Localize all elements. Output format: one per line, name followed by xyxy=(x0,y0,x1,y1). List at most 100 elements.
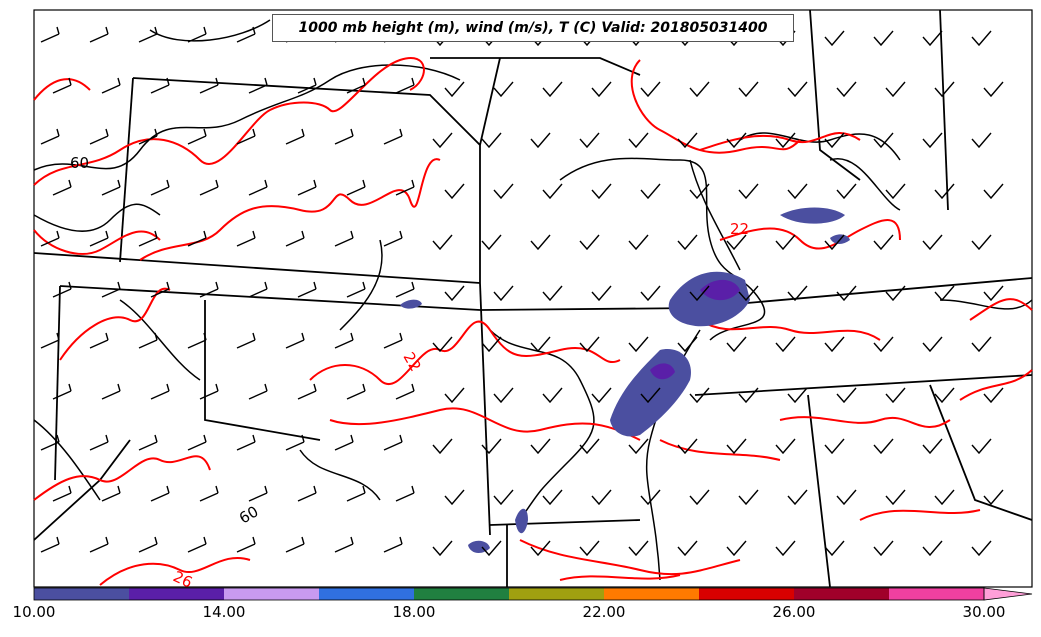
colorbar-tick-label: 22.00 xyxy=(582,603,626,621)
colorbar xyxy=(33,587,1033,601)
wind-barb xyxy=(885,387,906,404)
wind-barb xyxy=(836,81,857,98)
colorbar-segment xyxy=(34,588,130,600)
wind-barb xyxy=(40,128,60,145)
wind-barb xyxy=(824,438,845,455)
wind-barb xyxy=(89,26,109,43)
wind-barb xyxy=(873,234,894,251)
wind-barb xyxy=(248,179,268,196)
wind-barb xyxy=(493,387,514,404)
wind-barb xyxy=(787,81,808,98)
wind-barb xyxy=(383,230,403,247)
wind-barb xyxy=(334,536,354,553)
wind-barb xyxy=(530,132,551,149)
wind-barb xyxy=(689,285,710,302)
wind-barb xyxy=(432,540,453,557)
wind-barb xyxy=(383,434,403,451)
wind-barb xyxy=(824,132,845,149)
wind-barb xyxy=(285,230,305,247)
colorbar-segment xyxy=(414,588,510,600)
wind-barb xyxy=(40,230,60,247)
wind-barb xyxy=(628,540,649,557)
wind-barb xyxy=(236,332,256,349)
wind-barb xyxy=(150,179,170,196)
wind-barb xyxy=(542,81,563,98)
wind-barb xyxy=(138,536,158,553)
wind-barb xyxy=(52,179,72,196)
wind-barb xyxy=(493,81,514,98)
wind-barb xyxy=(285,536,305,553)
precip-area xyxy=(780,207,845,224)
wind-barb xyxy=(481,132,502,149)
wind-barb xyxy=(726,132,747,149)
wind-barb xyxy=(138,230,158,247)
colorbar-outline xyxy=(33,587,985,601)
wind-barb xyxy=(481,234,502,251)
wind-barb xyxy=(591,489,612,506)
wind-barb xyxy=(248,383,268,400)
wind-barb xyxy=(677,234,698,251)
wind-barb xyxy=(542,489,563,506)
wind-barb xyxy=(922,540,943,557)
wind-barb xyxy=(297,281,317,298)
wind-barb xyxy=(334,230,354,247)
wind-barb xyxy=(89,434,109,451)
wind-barb xyxy=(101,485,121,502)
colorbar-tick-label: 14.00 xyxy=(202,603,246,621)
wind-barb xyxy=(738,183,759,200)
wind-barb xyxy=(432,234,453,251)
wind-barb xyxy=(542,183,563,200)
wind-barb xyxy=(40,332,60,349)
wind-barb xyxy=(775,132,796,149)
wind-barb xyxy=(738,489,759,506)
wind-barb xyxy=(689,387,710,404)
wind-barb xyxy=(579,132,600,149)
wind-barb xyxy=(934,183,955,200)
wind-barb xyxy=(640,285,661,302)
wind-barb xyxy=(934,489,955,506)
wind-barb xyxy=(579,234,600,251)
wind-barb xyxy=(677,336,698,353)
wind-barb xyxy=(787,387,808,404)
wind-barb xyxy=(346,281,366,298)
wind-barb xyxy=(591,285,612,302)
wind-barb xyxy=(726,540,747,557)
wind-barb xyxy=(971,438,992,455)
wind-barb xyxy=(689,183,710,200)
wind-barb xyxy=(297,383,317,400)
colorbar-extension xyxy=(983,587,1033,601)
wind-barb xyxy=(89,128,109,145)
wind-barb xyxy=(187,128,207,145)
wind-barb xyxy=(481,540,502,557)
wind-barb xyxy=(285,332,305,349)
wind-barb xyxy=(52,383,72,400)
wind-barb xyxy=(138,128,158,145)
wind-barb xyxy=(640,489,661,506)
precip-shading xyxy=(400,207,850,554)
wind-barb xyxy=(787,285,808,302)
wind-barb xyxy=(346,179,366,196)
wind-barb xyxy=(395,179,415,196)
wind-barb xyxy=(187,332,207,349)
wind-barb xyxy=(236,434,256,451)
wind-barbs xyxy=(40,26,1004,557)
wind-barb xyxy=(138,434,158,451)
wind-barb xyxy=(640,387,661,404)
wind-barb xyxy=(52,485,72,502)
wind-barb xyxy=(101,383,121,400)
wind-barb xyxy=(187,26,207,43)
wind-barb xyxy=(628,234,649,251)
colorbar-segment xyxy=(604,588,700,600)
wind-barb xyxy=(101,77,121,94)
precip-core xyxy=(650,363,675,380)
wind-barb xyxy=(971,132,992,149)
precip-area xyxy=(515,508,528,534)
precip-area xyxy=(400,299,422,309)
map-frame xyxy=(33,9,1033,588)
wind-barb xyxy=(542,285,563,302)
wind-barb xyxy=(677,540,698,557)
contour-label: 22 xyxy=(730,220,749,238)
wind-barb xyxy=(40,434,60,451)
wind-barb xyxy=(199,281,219,298)
